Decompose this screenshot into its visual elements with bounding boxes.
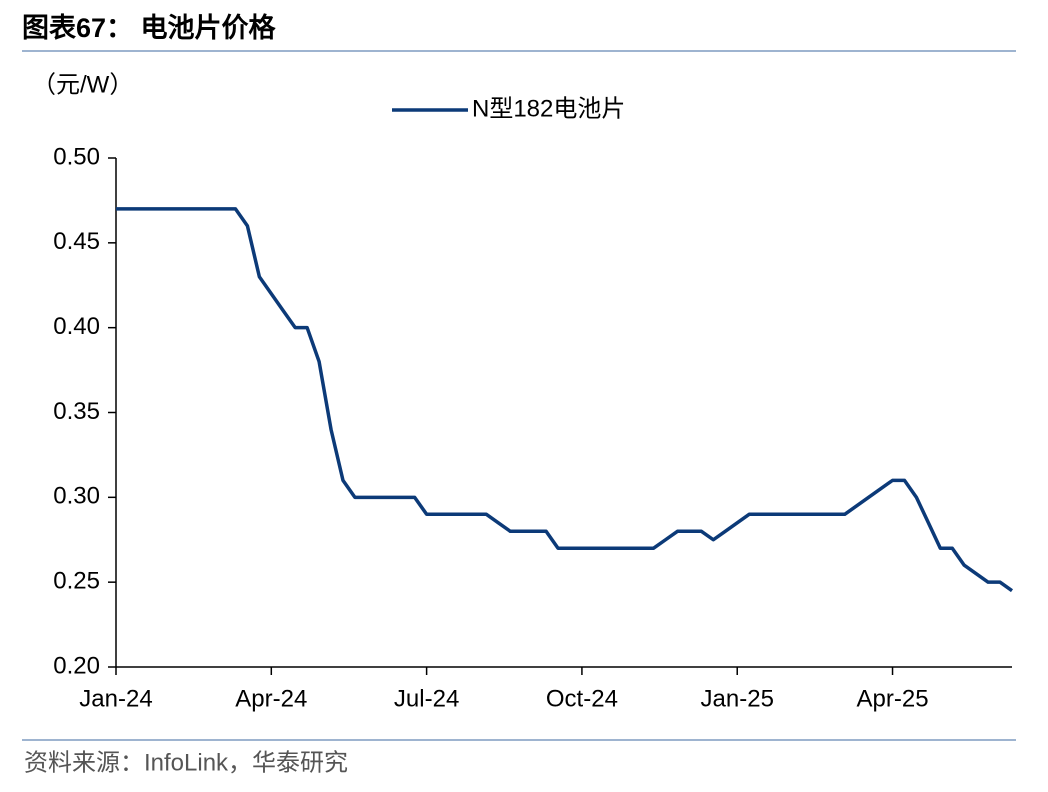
y-axis-label: （元/W） bbox=[32, 71, 133, 98]
y-tick-label: 0.45 bbox=[53, 228, 100, 255]
y-tick-label: 0.25 bbox=[53, 568, 100, 595]
source: 资料来源：InfoLink，华泰研究 bbox=[24, 749, 348, 776]
x-tick-label: Apr-24 bbox=[235, 685, 307, 712]
y-tick-label: 0.30 bbox=[53, 483, 100, 510]
y-tick-label: 0.50 bbox=[53, 143, 100, 170]
chart-title: 图表67： 电池片价格 bbox=[22, 13, 277, 43]
y-tick-label: 0.35 bbox=[53, 398, 100, 425]
legend-label: N型182电池片 bbox=[472, 95, 625, 122]
x-tick-label: Jan-24 bbox=[79, 685, 152, 712]
x-tick-label: Jan-25 bbox=[701, 685, 774, 712]
x-tick-label: Oct-24 bbox=[546, 685, 618, 712]
x-tick-label: Jul-24 bbox=[394, 685, 459, 712]
y-tick-label: 0.20 bbox=[53, 652, 100, 679]
x-tick-label: Apr-25 bbox=[857, 685, 929, 712]
line-series bbox=[116, 207, 1014, 593]
y-tick-label: 0.40 bbox=[53, 313, 100, 340]
